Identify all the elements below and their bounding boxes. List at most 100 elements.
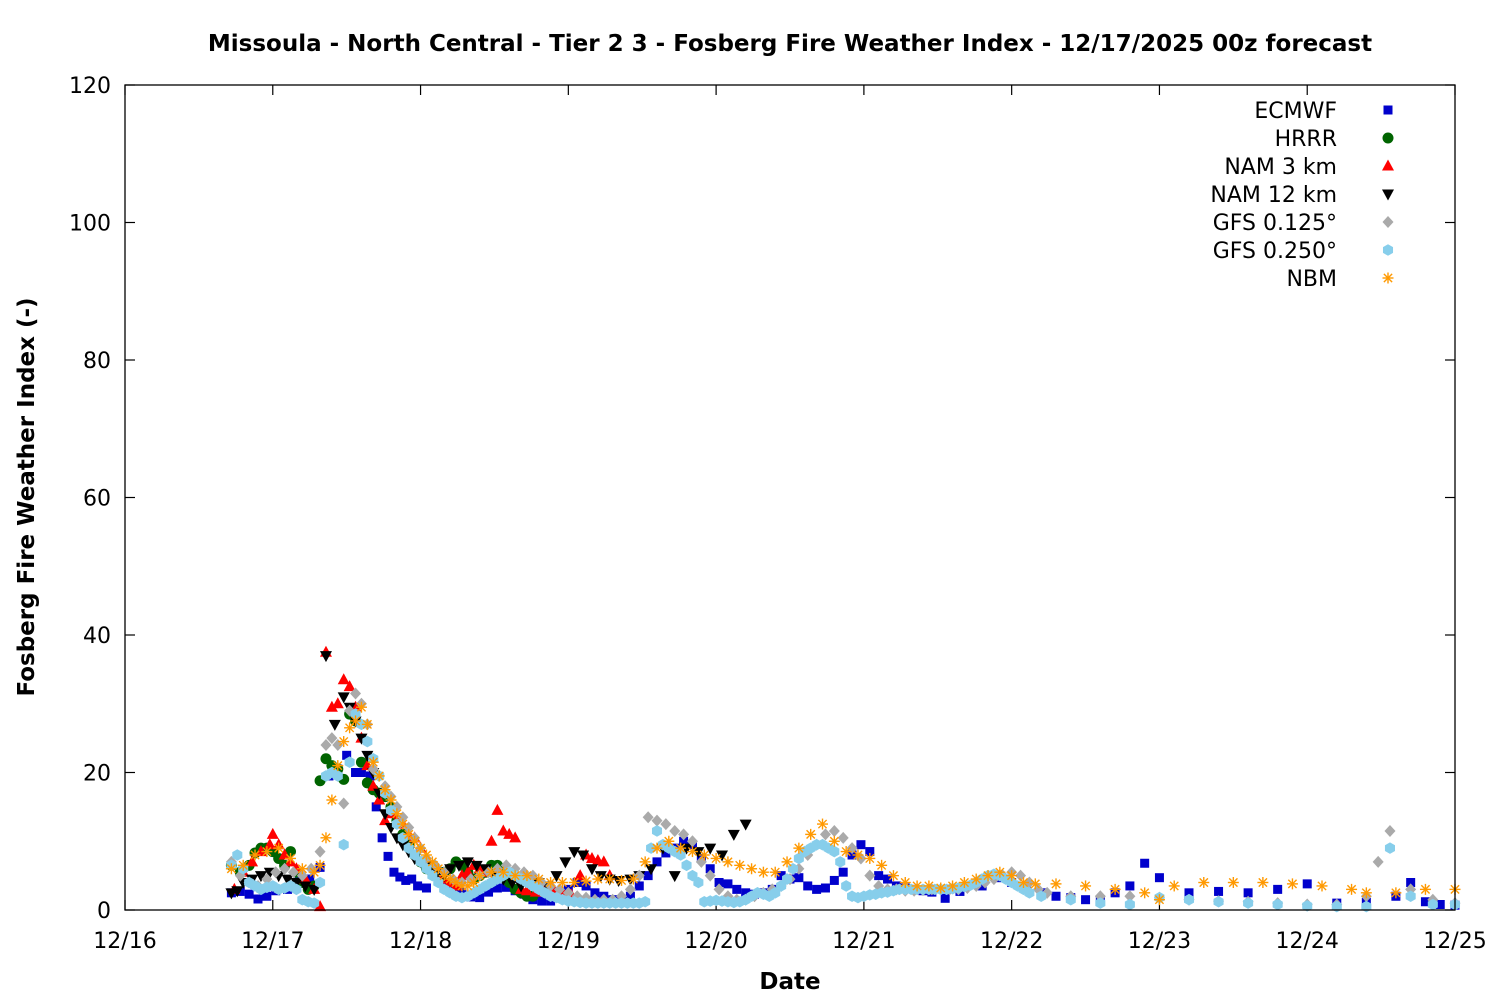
data-point xyxy=(616,874,628,886)
data-point xyxy=(338,797,350,810)
data-point xyxy=(1017,877,1029,888)
plot-series xyxy=(225,645,1461,913)
data-point xyxy=(266,827,279,839)
data-point xyxy=(1420,897,1430,907)
data-point xyxy=(497,824,510,836)
y-tick-label: 80 xyxy=(83,349,111,374)
data-point xyxy=(704,869,716,882)
y-tick-label: 40 xyxy=(83,624,111,649)
data-point xyxy=(309,897,320,909)
data-point xyxy=(391,808,403,820)
legend-label: NBM xyxy=(1286,267,1337,292)
data-point xyxy=(705,864,715,874)
data-point xyxy=(693,876,704,889)
data-point xyxy=(856,840,866,850)
data-point xyxy=(261,846,273,858)
data-point xyxy=(1006,870,1018,882)
data-point xyxy=(475,893,485,903)
data-point xyxy=(769,866,781,878)
data-point xyxy=(1272,898,1283,911)
data-point xyxy=(1050,878,1062,890)
data-point xyxy=(326,794,338,806)
data-point xyxy=(865,847,875,857)
data-point xyxy=(577,850,590,862)
data-point xyxy=(757,866,769,878)
legend-label: HRRR xyxy=(1275,127,1337,152)
data-point xyxy=(365,771,375,781)
data-point xyxy=(660,818,672,831)
data-point xyxy=(485,834,498,846)
data-point xyxy=(371,802,381,812)
data-point xyxy=(585,864,598,876)
data-point xyxy=(355,733,368,745)
data-point xyxy=(686,835,698,848)
data-point xyxy=(559,857,572,869)
data-point xyxy=(864,852,876,864)
data-point xyxy=(1302,900,1313,912)
data-point xyxy=(923,880,935,892)
legend-item: GFS 0.250° xyxy=(1213,239,1394,264)
legend-marker xyxy=(1382,132,1394,144)
data-point xyxy=(852,849,864,861)
data-point xyxy=(692,847,705,859)
data-point xyxy=(1124,890,1136,903)
data-point xyxy=(1154,873,1164,883)
legend-item: NBM xyxy=(1286,267,1394,292)
data-point xyxy=(343,680,356,692)
y-tick-label: 120 xyxy=(69,74,111,99)
data-point xyxy=(805,828,817,840)
data-point xyxy=(1302,879,1312,889)
data-point xyxy=(305,874,315,884)
data-point xyxy=(1051,891,1061,901)
data-point xyxy=(1036,890,1047,903)
data-point xyxy=(624,883,636,896)
data-point xyxy=(407,874,417,884)
data-point xyxy=(455,869,468,881)
data-point xyxy=(509,831,522,843)
data-point xyxy=(820,883,830,893)
data-point xyxy=(590,888,600,898)
data-point xyxy=(1243,888,1253,898)
data-point xyxy=(270,866,282,879)
data-point xyxy=(461,857,474,869)
data-point xyxy=(899,877,911,888)
data-point xyxy=(413,881,423,891)
legend-item: HRRR xyxy=(1275,127,1394,152)
legend-label: GFS 0.250° xyxy=(1213,239,1337,264)
data-point xyxy=(249,849,261,861)
x-axis-label: Date xyxy=(759,969,820,995)
series-nbm xyxy=(225,701,1461,906)
data-point xyxy=(958,877,970,888)
legend-marker xyxy=(1383,105,1393,115)
data-point xyxy=(1286,878,1298,890)
data-point xyxy=(389,867,399,877)
data-point xyxy=(326,732,338,745)
data-point xyxy=(1183,893,1195,906)
data-point xyxy=(452,860,465,872)
data-point xyxy=(723,879,733,889)
data-point xyxy=(714,878,724,887)
data-point xyxy=(278,848,291,860)
data-point xyxy=(829,845,840,858)
data-point xyxy=(597,855,610,867)
data-point xyxy=(812,884,822,894)
data-point xyxy=(342,750,352,760)
data-point xyxy=(503,827,516,839)
data-point xyxy=(580,875,592,887)
data-point xyxy=(911,880,923,892)
data-point xyxy=(474,870,486,882)
data-point xyxy=(1095,897,1106,909)
data-point xyxy=(739,819,752,831)
data-point xyxy=(331,697,344,709)
data-point xyxy=(970,873,982,885)
data-point xyxy=(338,838,349,851)
data-point xyxy=(819,828,831,841)
data-point xyxy=(545,877,557,888)
data-point xyxy=(669,824,681,837)
data-point xyxy=(776,871,786,881)
data-point xyxy=(829,875,839,885)
legend-item: NAM 3 km xyxy=(1224,155,1394,180)
data-point xyxy=(1360,887,1372,899)
data-point xyxy=(254,871,267,883)
data-point xyxy=(377,833,387,843)
